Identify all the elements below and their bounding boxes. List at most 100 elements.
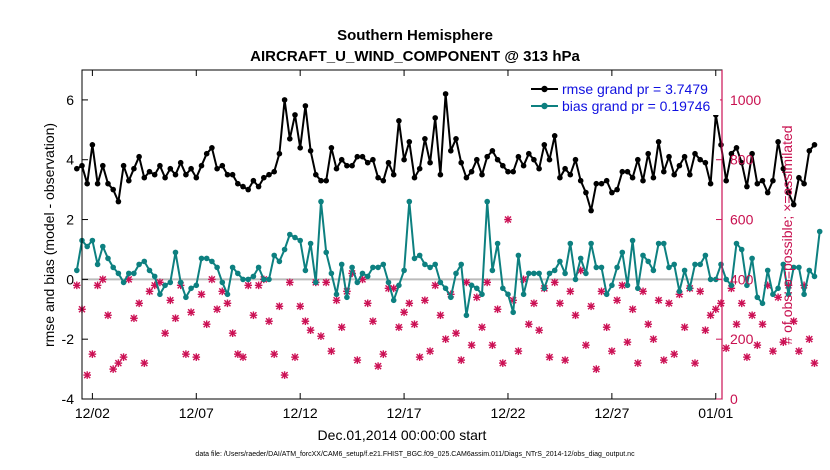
obs-count-point — [441, 335, 450, 343]
bias-point — [775, 285, 781, 292]
obs-count-point — [109, 365, 117, 373]
rmse-point — [240, 183, 246, 190]
obs-count-point — [317, 332, 325, 340]
rmse-point — [494, 156, 501, 163]
rmse-point — [188, 165, 194, 172]
rmse-point — [100, 162, 106, 169]
bias-point — [661, 240, 667, 247]
bias-point — [370, 264, 376, 271]
bias-point — [437, 279, 444, 286]
obs-count-point — [337, 323, 346, 332]
obs-count-point — [223, 299, 232, 308]
rmse-point — [292, 112, 298, 118]
obs-count-point — [270, 350, 279, 358]
obs-count-point — [363, 299, 372, 308]
bias-point — [583, 270, 589, 277]
bias-point — [718, 261, 724, 268]
rmse-point — [614, 186, 620, 193]
obs-count-point — [208, 275, 216, 284]
obs-count-point — [628, 305, 637, 314]
rmse-point — [167, 165, 174, 172]
bias-point — [526, 270, 532, 277]
obs-count-point — [530, 299, 538, 308]
obs-count-point — [187, 308, 195, 317]
bias-point — [105, 255, 111, 262]
bias-point — [427, 264, 433, 271]
rmse-point — [526, 150, 532, 157]
obs-count-point — [88, 350, 97, 358]
rmse-point — [396, 118, 402, 124]
y-tick-label-left: -4 — [62, 391, 75, 407]
rmse-point — [655, 139, 662, 145]
rmse-point — [276, 150, 283, 157]
rmse-point — [224, 171, 231, 178]
obs-count-point — [421, 296, 429, 305]
legend-bias-label: bias grand pr = 0.19746 — [562, 98, 710, 114]
bias-point — [406, 198, 413, 205]
bias-point — [162, 282, 168, 289]
rmse-point — [115, 198, 122, 205]
obs-count-point — [171, 314, 180, 323]
y-tick-label-right: 1000 — [730, 92, 761, 108]
bias-point — [131, 270, 137, 277]
y-tick-label-right: 400 — [730, 271, 754, 287]
rmse-point — [619, 168, 626, 175]
bias-point — [671, 261, 677, 268]
obs-count-point — [670, 350, 679, 358]
bias-point — [655, 240, 662, 247]
rmse-point — [759, 177, 766, 184]
rmse-point — [676, 162, 683, 169]
obs-count-point — [649, 335, 658, 343]
bias-point — [297, 237, 304, 244]
obs-count-point — [483, 278, 491, 287]
bias-point — [624, 282, 631, 289]
rmse-point — [718, 142, 724, 148]
rmse-point — [338, 156, 345, 163]
bias-point — [328, 270, 335, 277]
chart-subtitle: AIRCRAFT_U_WIND_COMPONENT @ 313 hPa — [250, 48, 580, 65]
obs-count-point — [400, 308, 408, 317]
obs-count-point — [795, 347, 803, 355]
bias-point — [323, 249, 330, 256]
bias-point — [245, 276, 251, 283]
obs-count-point — [639, 287, 647, 296]
rmse-point — [89, 142, 96, 148]
obs-count-point — [161, 329, 169, 337]
obs-count-point — [597, 287, 606, 296]
rmse-point — [375, 174, 381, 181]
obs-count-point — [457, 356, 466, 364]
bias-point — [136, 261, 142, 268]
rmse-point — [427, 159, 433, 166]
bias-point — [110, 264, 116, 271]
rmse-point — [707, 180, 714, 187]
obs-count-point — [561, 356, 569, 364]
bias-point — [749, 255, 755, 262]
bias-point — [692, 261, 698, 268]
bias-point — [292, 234, 298, 241]
bias-point — [536, 270, 542, 277]
obs-count-point — [431, 281, 440, 290]
obs-count-point — [769, 347, 777, 355]
rmse-point — [349, 162, 355, 169]
bias-point — [385, 279, 392, 286]
y-tick-label-right: 0 — [730, 391, 738, 407]
rmse-point — [110, 186, 116, 193]
rmse-point — [255, 183, 262, 190]
bias-point — [640, 252, 646, 259]
obs-count-point — [275, 302, 284, 311]
rmse-point — [333, 165, 340, 172]
bias-point — [546, 270, 553, 277]
rmse-point — [328, 145, 335, 151]
obs-count-point — [306, 326, 315, 335]
rmse-point — [796, 174, 802, 181]
rmse-point — [733, 145, 740, 151]
bias-point — [375, 264, 381, 271]
bias-point — [276, 258, 283, 265]
bias-point — [790, 264, 797, 271]
bias-point — [572, 276, 579, 283]
bias-point — [505, 291, 511, 298]
obs-count-point — [296, 302, 304, 311]
y-tick-label-right: 600 — [730, 212, 754, 228]
rmse-point — [302, 103, 309, 109]
